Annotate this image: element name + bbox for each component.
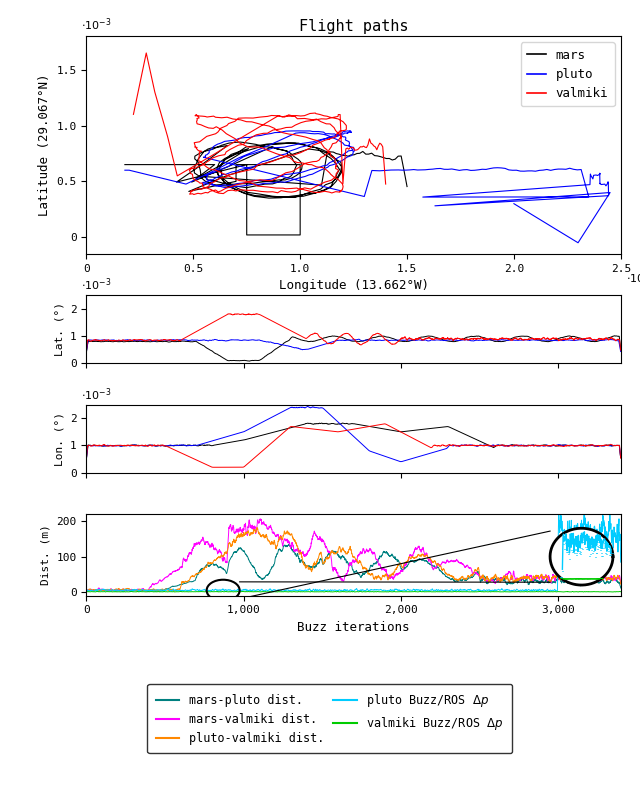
Polygon shape — [550, 528, 613, 585]
Text: $\cdot10^{-3}$: $\cdot10^{-3}$ — [626, 269, 640, 286]
Text: $\cdot10^{-3}$: $\cdot10^{-3}$ — [81, 277, 111, 293]
Y-axis label: Lat. (°): Lat. (°) — [54, 303, 65, 357]
Legend: mars, pluto, valmiki: mars, pluto, valmiki — [521, 43, 614, 106]
Text: $\cdot10^{-3}$: $\cdot10^{-3}$ — [81, 386, 111, 402]
X-axis label: Buzz iterations: Buzz iterations — [298, 621, 410, 634]
Y-axis label: Dist. (m): Dist. (m) — [41, 525, 51, 585]
Y-axis label: Lon. (°): Lon. (°) — [54, 411, 65, 465]
X-axis label: Longitude (13.662°W): Longitude (13.662°W) — [278, 279, 429, 292]
Legend: mars-pluto dist., mars-valmiki dist., pluto-valmiki dist., pluto Buzz/ROS $\Delt: mars-pluto dist., mars-valmiki dist., pl… — [147, 683, 512, 753]
Title: Flight paths: Flight paths — [299, 19, 408, 34]
Y-axis label: Latitude (29.067°N): Latitude (29.067°N) — [38, 74, 51, 217]
Text: $\cdot10^{-3}$: $\cdot10^{-3}$ — [81, 16, 111, 33]
